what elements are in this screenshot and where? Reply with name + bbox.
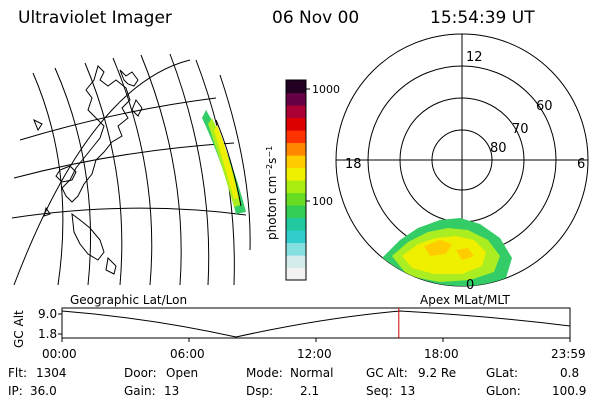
seq-value: 13 xyxy=(400,384,416,398)
alt-ytick-top: 9.0 xyxy=(38,307,57,321)
glon-value: 100.9 xyxy=(552,384,587,398)
mlt-label-6: 6 xyxy=(577,157,585,172)
mlt-label-0: 0 xyxy=(466,278,474,293)
time-label: 15:54:39 UT xyxy=(430,8,535,28)
mode-label: Mode: xyxy=(246,366,283,380)
latitude-lines xyxy=(11,97,247,219)
date-label: 06 Nov 00 xyxy=(272,8,360,28)
xtick-1200: 12:00 xyxy=(297,347,332,361)
aurora-emission-left xyxy=(202,110,246,214)
colorbar-segment xyxy=(286,255,306,269)
coastlines xyxy=(33,65,143,275)
flt-value: 1304 xyxy=(36,366,67,380)
mode-value: Normal xyxy=(290,366,334,380)
right-panel-label: Apex MLat/MLT xyxy=(420,293,510,307)
xtick-0600: 06:00 xyxy=(170,347,205,361)
left-panel-label: Geographic Lat/Lon xyxy=(70,293,188,307)
door-value: Open xyxy=(166,366,199,380)
gain-label: Gain: xyxy=(124,384,156,398)
glat-value: 0.8 xyxy=(560,366,580,380)
colorbar-segment xyxy=(286,80,306,94)
seq-label: Seq: xyxy=(366,384,393,398)
colorbar-tick-1000: 1000 xyxy=(312,83,340,96)
dsp-value: 2.1 xyxy=(300,384,320,398)
colorbar-segment xyxy=(286,205,306,219)
xtick-0000: 00:00 xyxy=(42,347,77,361)
altitude-curve xyxy=(61,310,571,338)
gcalt-label: GC Alt: xyxy=(366,366,408,380)
gain-value: 13 xyxy=(164,384,180,398)
instrument-title: Ultraviolet Imager xyxy=(18,8,172,28)
door-label: Door: xyxy=(124,366,157,380)
mlt-label-18: 18 xyxy=(345,157,362,172)
mlat-label-70: 70 xyxy=(512,122,529,137)
alt-ytick-bottom: 1.8 xyxy=(38,327,57,341)
geographic-map xyxy=(11,53,251,286)
colorbar-segment xyxy=(286,117,306,131)
xtick-1800: 18:00 xyxy=(424,347,459,361)
colorbar-segment xyxy=(286,105,306,119)
mlat-label-60: 60 xyxy=(536,99,553,114)
gcalt-value: 9.2 Re xyxy=(418,366,457,380)
colorbar: 1000 100 photon cm−2s−1 xyxy=(265,79,340,281)
longitude-lines xyxy=(32,53,251,286)
colorbar-segment xyxy=(286,230,306,244)
colorbar-segment xyxy=(286,192,306,206)
altitude-plot: 9.0 1.8 GC Alt xyxy=(12,307,571,348)
mlat-label-80: 80 xyxy=(490,141,507,156)
colorbar-segment xyxy=(286,242,306,256)
colorbar-segment xyxy=(286,142,306,156)
colorbar-segment xyxy=(286,180,306,194)
xtick-2359: 23:59 xyxy=(551,347,586,361)
colorbar-segment xyxy=(286,217,306,231)
colorbar-segment xyxy=(286,155,306,169)
ip-label: IP: xyxy=(8,384,23,398)
glon-label: GLon: xyxy=(486,384,521,398)
polar-plot: 12 18 6 0 60 70 80 xyxy=(335,33,589,293)
colorbar-segment xyxy=(286,130,306,144)
aurora-emission-polar xyxy=(382,218,512,286)
ip-value: 36.0 xyxy=(30,384,57,398)
x-ticks xyxy=(61,338,571,342)
colorbar-unit-label: photon cm−2s−1 xyxy=(265,146,279,240)
dsp-label: Dsp: xyxy=(246,384,274,398)
glat-label: GLat: xyxy=(486,366,519,380)
colorbar-segment xyxy=(286,167,306,181)
flt-label: Flt: xyxy=(8,366,27,380)
alt-ylabel: GC Alt xyxy=(12,310,26,348)
colorbar-tick-100: 100 xyxy=(312,195,333,208)
colorbar-segment xyxy=(286,92,306,106)
colorbar-segment xyxy=(286,267,306,281)
mlt-label-12: 12 xyxy=(466,50,483,65)
